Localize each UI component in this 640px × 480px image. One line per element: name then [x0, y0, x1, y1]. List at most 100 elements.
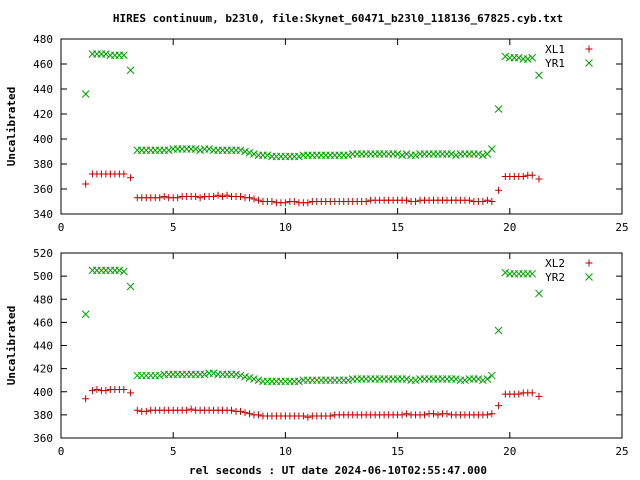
y-tick-label: 500 [33, 270, 53, 283]
data-point [326, 412, 334, 420]
legend-marker [585, 59, 593, 67]
data-point [142, 407, 150, 415]
data-point [452, 151, 460, 160]
data-point [187, 405, 195, 413]
data-point [250, 195, 258, 203]
data-point [362, 198, 370, 205]
y-tick-label: 380 [33, 158, 53, 171]
data-point [474, 150, 483, 158]
data-point [192, 193, 200, 200]
data-point [88, 387, 96, 395]
x-tick-label: 10 [279, 445, 292, 458]
data-point [487, 371, 496, 380]
y-tick-label: 340 [33, 208, 53, 221]
data-point [191, 145, 200, 153]
data-point [155, 371, 164, 380]
data-point [402, 150, 411, 158]
data-point [535, 71, 543, 80]
data-point [223, 191, 231, 199]
data-point [403, 196, 411, 204]
data-point [487, 145, 496, 153]
x-tick-label: 25 [615, 221, 628, 234]
x-tick-label: 20 [503, 445, 516, 458]
data-point [82, 395, 90, 403]
data-point [344, 376, 353, 385]
data-point [398, 151, 406, 160]
data-point [528, 53, 537, 62]
data-point [514, 53, 523, 62]
x-tick-label: 0 [58, 221, 65, 234]
data-point [254, 196, 262, 204]
data-point [299, 412, 307, 420]
series-XL1 [82, 170, 543, 207]
data-point [160, 193, 168, 200]
data-point [495, 402, 503, 410]
data-point [156, 194, 164, 202]
data-point [479, 151, 487, 160]
plot-frame [60, 38, 623, 215]
data-point [93, 385, 101, 393]
data-point [479, 376, 487, 385]
data-point [241, 409, 249, 417]
data-point [528, 171, 536, 179]
y-tick-label: 480 [33, 293, 53, 306]
data-point [127, 174, 135, 182]
data-point [295, 377, 303, 386]
y-tick-label: 420 [33, 363, 53, 376]
data-point [119, 267, 128, 276]
data-point [304, 199, 312, 207]
data-point [452, 375, 460, 383]
data-point [102, 50, 110, 58]
data-point [528, 389, 536, 397]
data-point [126, 66, 135, 75]
data-point [232, 370, 240, 379]
legend-label: XL2 [545, 257, 565, 270]
y-tick-label: 380 [33, 409, 53, 422]
plot-panels: 340 360 380 400 420 440 460 480 0 5 10 15 20 25 Uncali… [5, 33, 629, 458]
data-point [515, 390, 523, 398]
series-YR1 [81, 50, 543, 161]
data-point [236, 146, 245, 155]
data-point [205, 145, 213, 153]
data-point [430, 410, 438, 418]
data-point [263, 151, 272, 160]
x-tick-label: 0 [58, 445, 65, 458]
data-point [501, 268, 510, 277]
data-point [196, 194, 204, 202]
data-point [268, 198, 276, 205]
data-point [120, 385, 128, 393]
y-axis-label: Uncalibrated [5, 306, 18, 385]
data-point [209, 369, 218, 378]
data-point [237, 193, 245, 200]
data-point [344, 151, 353, 160]
y-tick-label: 360 [33, 183, 53, 196]
data-point [535, 175, 543, 183]
data-point [219, 193, 227, 200]
x-tick-label: 10 [279, 221, 292, 234]
data-point [174, 194, 182, 202]
data-point [447, 150, 456, 158]
data-point [295, 152, 303, 161]
data-point [236, 371, 245, 380]
data-point [281, 199, 289, 207]
series-YR2 [81, 266, 543, 386]
x-axis-label: rel seconds : UT date 2024-06-10T02:55:4… [189, 464, 487, 477]
data-point [495, 186, 503, 194]
data-point [82, 180, 90, 188]
legend-label: YR1 [545, 57, 565, 70]
data-point [200, 370, 209, 379]
data-point [245, 148, 254, 157]
y-tick-label: 400 [33, 133, 53, 146]
y-tick-label: 360 [33, 432, 53, 445]
y-tick-label: 400 [33, 386, 53, 399]
data-point [119, 51, 128, 60]
y-tick-label: 460 [33, 316, 53, 329]
data-point [290, 198, 298, 205]
data-point [210, 193, 218, 200]
x-tick-label: 5 [170, 221, 177, 234]
data-point [474, 375, 483, 383]
data-point [403, 410, 411, 418]
y-axis-label: Uncalibrated [5, 87, 18, 166]
data-point [245, 410, 253, 418]
